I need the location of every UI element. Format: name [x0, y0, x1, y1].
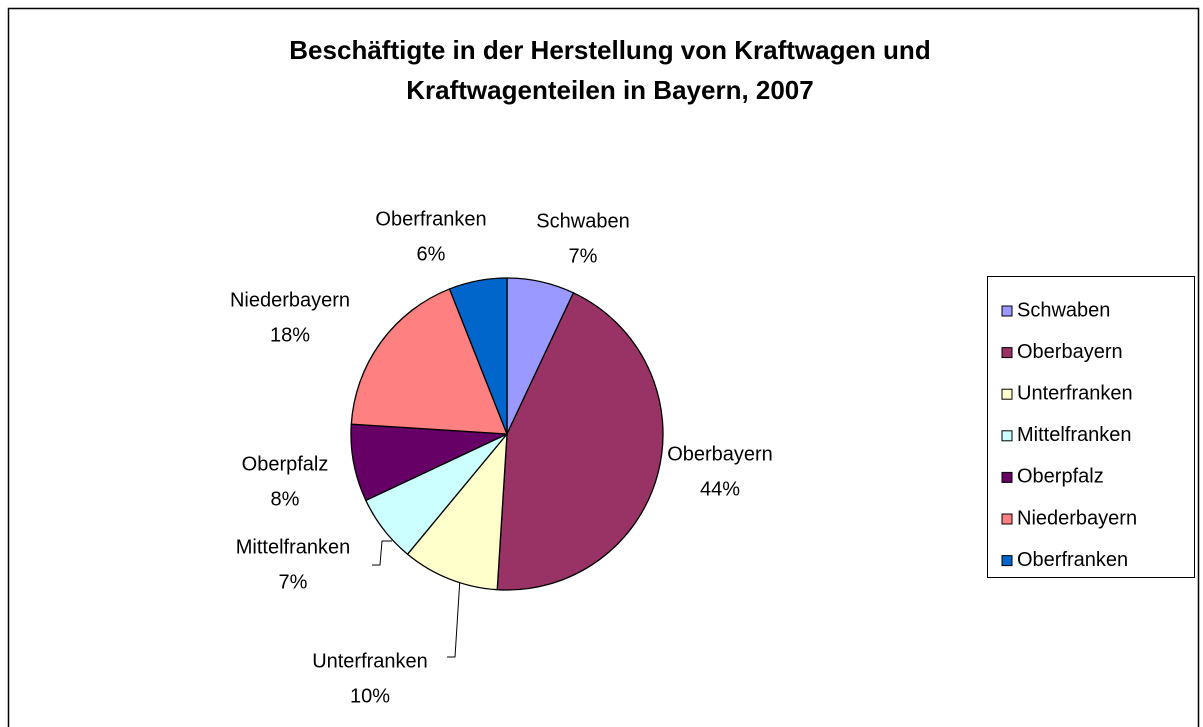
- leader-line: [447, 577, 461, 658]
- legend-label: Oberpfalz: [1017, 466, 1104, 488]
- legend-label: Oberfranken: [1017, 549, 1128, 571]
- legend-swatch: [1001, 347, 1013, 359]
- legend-box: [987, 276, 1195, 578]
- data-label-name: Oberpfalz: [242, 453, 329, 475]
- pie-slice: [350, 288, 508, 435]
- data-label-name: Unterfranken: [312, 650, 428, 672]
- legend-label: Unterfranken: [1017, 382, 1133, 404]
- leader-line: [372, 540, 392, 566]
- data-label-value: 44%: [700, 478, 740, 500]
- legend-swatch: [1001, 513, 1013, 525]
- chart-title-line-2: Kraftwagenteilen in Bayern, 2007: [406, 75, 813, 105]
- pie-slice: [406, 432, 508, 591]
- data-label-value: 7%: [569, 245, 598, 267]
- data-label-value: 10%: [350, 685, 390, 707]
- legend-label: Mittelfranken: [1017, 424, 1132, 446]
- legend-swatch: [1001, 471, 1013, 483]
- data-label-name: Oberbayern: [667, 443, 773, 465]
- data-label-value: 8%: [271, 488, 300, 510]
- data-label-name: Schwaben: [536, 210, 629, 232]
- legend-label: Schwaben: [1017, 299, 1110, 321]
- data-label-value: 6%: [417, 243, 446, 265]
- legend-swatch: [1001, 430, 1013, 442]
- pie-slice: [496, 291, 664, 591]
- data-label-name: Niederbayern: [230, 289, 350, 311]
- chart-title-line-1: Beschäftigte in der Herstellung von Kraf…: [289, 35, 930, 65]
- legend-swatch: [1001, 305, 1013, 317]
- data-label-value: 7%: [279, 571, 308, 593]
- legend-swatch: [1001, 388, 1013, 400]
- data-label-name: Oberfranken: [375, 208, 486, 230]
- pie-slice: [448, 277, 508, 435]
- data-label-value: 18%: [270, 324, 310, 346]
- legend-label: Niederbayern: [1017, 507, 1137, 529]
- legend-swatch: [1001, 555, 1013, 567]
- legend-label: Oberbayern: [1017, 341, 1123, 363]
- data-label-name: Mittelfranken: [236, 536, 351, 558]
